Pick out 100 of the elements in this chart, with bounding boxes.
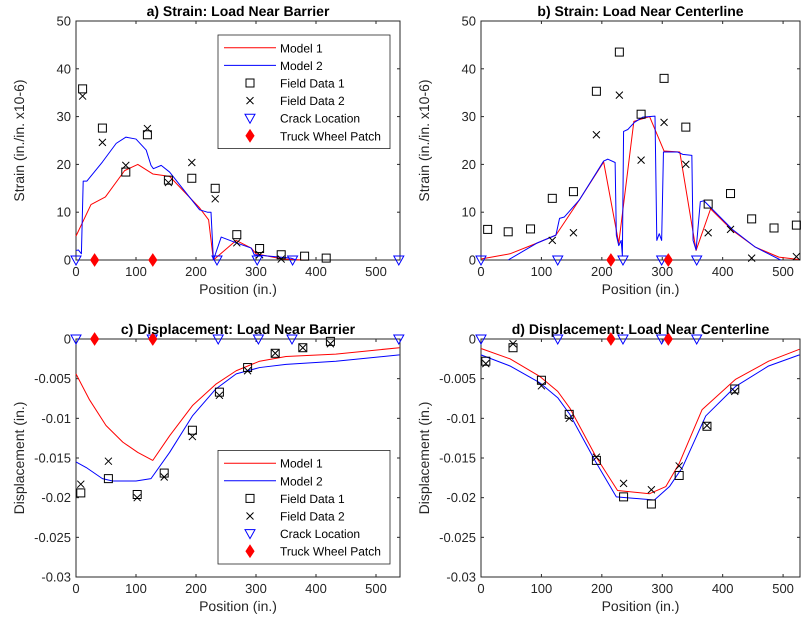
y-tick-label: 50 bbox=[56, 14, 71, 28]
y-tick-label: -0.03 bbox=[41, 570, 71, 584]
point bbox=[142, 130, 152, 140]
point bbox=[232, 230, 242, 240]
point bbox=[212, 256, 222, 266]
legend-label: Model 1 bbox=[280, 456, 324, 471]
y-tick-label: 40 bbox=[462, 61, 476, 76]
point bbox=[252, 334, 264, 344]
point bbox=[160, 473, 168, 482]
legend-label: Field Data 1 bbox=[280, 492, 346, 506]
point bbox=[276, 250, 286, 260]
point bbox=[287, 256, 298, 266]
point bbox=[476, 256, 486, 266]
point bbox=[322, 254, 331, 263]
legend-label: Crack Location bbox=[280, 527, 360, 542]
point bbox=[76, 480, 85, 488]
point bbox=[509, 340, 518, 348]
x-tick-label: 500 bbox=[365, 581, 387, 596]
point bbox=[76, 488, 86, 498]
point bbox=[792, 252, 800, 261]
point bbox=[483, 224, 492, 234]
point bbox=[617, 256, 628, 266]
legend-label: Field Data 2 bbox=[280, 94, 346, 108]
y-tick-label: 0 bbox=[64, 332, 71, 346]
point bbox=[482, 360, 490, 368]
x-tick-label: 400 bbox=[712, 264, 734, 279]
point bbox=[592, 456, 601, 465]
x-axis-title: Position (in.) bbox=[199, 281, 277, 297]
point bbox=[664, 254, 673, 266]
legend-label: Field Data 2 bbox=[280, 510, 346, 524]
legend-label: Truck Wheel Patch bbox=[280, 129, 381, 144]
x-tick-label: 500 bbox=[772, 581, 794, 596]
x-tick-label: 300 bbox=[245, 264, 267, 279]
point bbox=[704, 228, 712, 237]
chart-title: a) Strain: Load Near Barrier bbox=[146, 3, 330, 19]
legend-label: Field Data 1 bbox=[280, 76, 346, 90]
point bbox=[656, 256, 668, 266]
point bbox=[187, 174, 196, 183]
x-tick-label: 400 bbox=[712, 581, 734, 596]
legend-label: Crack Location bbox=[280, 112, 360, 126]
point bbox=[548, 194, 557, 203]
x-axis-title: Position (in.) bbox=[199, 598, 277, 614]
point bbox=[215, 391, 224, 400]
y-axis-title: Strain (in./in. x10-6) bbox=[11, 79, 27, 202]
x-tick-label: 400 bbox=[305, 581, 327, 596]
y-tick-label: 0 bbox=[468, 252, 476, 268]
y-tick-label: 10 bbox=[56, 204, 71, 220]
point bbox=[90, 254, 100, 266]
point bbox=[481, 356, 490, 366]
y-axis-title: Strain (in./in. x10-6) bbox=[416, 79, 432, 202]
y-tick-label: 0 bbox=[64, 252, 71, 268]
point bbox=[504, 227, 513, 236]
y-tick-label: -0.025 bbox=[439, 530, 476, 545]
point bbox=[637, 156, 646, 164]
y-tick-label: -0.03 bbox=[446, 570, 476, 584]
point bbox=[656, 334, 668, 344]
x-axis-title: Position (in.) bbox=[602, 598, 680, 614]
point bbox=[536, 376, 546, 385]
point bbox=[660, 74, 669, 83]
point bbox=[691, 334, 702, 344]
y-tick-label: 0 bbox=[468, 332, 476, 346]
y-tick-label: -0.005 bbox=[439, 371, 476, 386]
point bbox=[393, 256, 404, 266]
point bbox=[78, 92, 87, 100]
y-tick-label: -0.02 bbox=[41, 490, 71, 506]
y-tick-label: -0.015 bbox=[439, 450, 476, 466]
point bbox=[143, 124, 152, 133]
point bbox=[682, 160, 690, 168]
point bbox=[646, 500, 656, 509]
point bbox=[526, 224, 536, 234]
point bbox=[243, 363, 252, 372]
point bbox=[620, 479, 628, 488]
y-tick-label: 30 bbox=[56, 109, 71, 124]
y-tick-label: -0.02 bbox=[446, 490, 476, 506]
point bbox=[133, 494, 142, 502]
point bbox=[98, 124, 107, 133]
point bbox=[726, 189, 736, 198]
point bbox=[592, 453, 600, 462]
point bbox=[508, 343, 518, 352]
point bbox=[244, 366, 252, 375]
x-tick-label: 300 bbox=[651, 264, 674, 279]
point bbox=[636, 110, 646, 119]
y-tick-label: -0.005 bbox=[34, 371, 71, 386]
x-tick-label: 100 bbox=[530, 581, 552, 596]
y-tick-label: 40 bbox=[56, 61, 71, 76]
point bbox=[188, 432, 196, 441]
legend-label: Model 1 bbox=[280, 41, 324, 56]
point bbox=[681, 122, 690, 132]
point bbox=[232, 238, 241, 247]
point bbox=[148, 254, 158, 266]
point bbox=[568, 187, 578, 196]
point bbox=[188, 158, 196, 166]
point bbox=[104, 457, 112, 466]
x-axis-title: Position (in.) bbox=[602, 281, 680, 297]
point bbox=[569, 228, 578, 237]
point bbox=[647, 486, 656, 494]
point bbox=[552, 256, 564, 266]
point bbox=[121, 168, 130, 177]
point bbox=[615, 91, 624, 100]
y-axis-title: Displacement (in.) bbox=[11, 402, 27, 514]
